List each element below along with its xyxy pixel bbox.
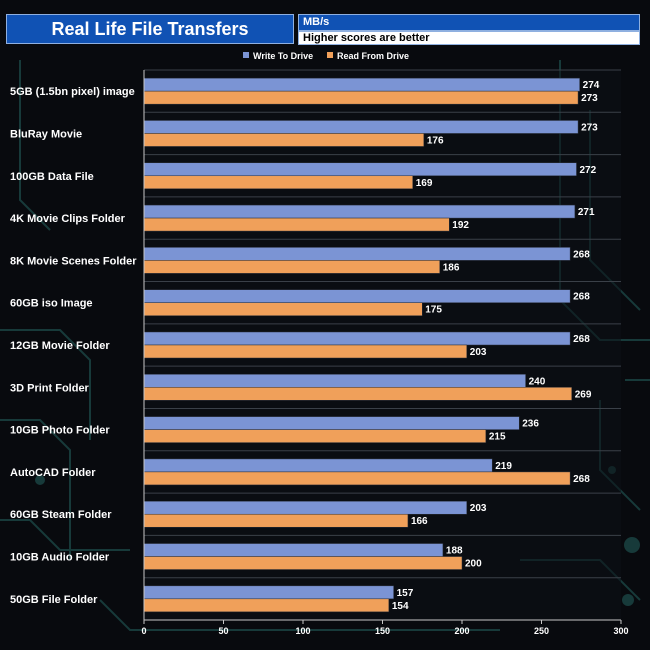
legend: Write To Drive Read From Drive (243, 51, 409, 61)
category-label: BluRay Movie (10, 128, 82, 140)
category-label: 60GB Steam Folder (10, 509, 112, 521)
write-bar (143, 77, 580, 92)
legend-swatch-read (327, 52, 333, 58)
write-bar (143, 120, 579, 134)
read-bar (143, 344, 468, 359)
category-label: 50GB File Folder (10, 594, 98, 606)
circuit-trace-1 (0, 419, 71, 560)
x-tick-label: 100 (295, 626, 310, 636)
write-bar (143, 416, 520, 430)
x-tick-label: 150 (375, 626, 390, 636)
read-value-label: 200 (465, 559, 482, 570)
category-label: 10GB Audio Folder (10, 552, 110, 564)
read-bar (143, 513, 409, 528)
circuit-trace-2 (19, 60, 51, 231)
category-label: 5GB (1.5bn pixel) image (10, 86, 135, 98)
read-value-label: 176 (427, 135, 444, 146)
circuit-trace-9 (99, 599, 500, 631)
category-label: AutoCAD Folder (10, 467, 96, 479)
circuit-trace-0 (0, 329, 91, 440)
chart-title-box: Real Life File Transfers (6, 14, 294, 44)
read-value-label: 175 (425, 305, 442, 316)
write-value-label: 268 (573, 334, 590, 345)
category-label: 10GB Photo Folder (10, 425, 110, 437)
write-value-label: 203 (470, 503, 487, 514)
read-bar (143, 556, 463, 570)
write-bar (143, 543, 444, 557)
write-bar (143, 585, 394, 600)
category-label: 60GB iso Image (10, 298, 93, 310)
circuit-trace-3 (0, 519, 130, 551)
read-bar (143, 260, 440, 274)
read-value-label: 169 (416, 178, 433, 189)
legend-label-write: Write To Drive (253, 51, 313, 61)
chart-title: Real Life File Transfers (51, 18, 249, 39)
unit-label: MB/s (298, 14, 640, 31)
circuit-node-0 (624, 537, 640, 553)
write-value-label: 240 (529, 376, 546, 387)
read-bar (143, 429, 487, 443)
write-bar (143, 374, 526, 388)
read-bar (143, 217, 450, 232)
subtitle-label: Higher scores are better (298, 31, 640, 45)
write-bar (143, 247, 571, 261)
write-bar (143, 289, 571, 303)
read-bar (143, 175, 413, 190)
x-tick-label: 200 (454, 626, 469, 636)
write-bar (143, 458, 493, 473)
legend-swatch-write (243, 52, 249, 58)
read-value-label: 203 (470, 347, 487, 358)
write-bar (143, 331, 571, 346)
read-bar (143, 302, 423, 316)
read-value-label: 186 (443, 262, 460, 273)
read-value-label: 192 (452, 220, 469, 231)
circuit-node-1 (622, 594, 634, 606)
category-label: 3D Print Folder (10, 382, 90, 394)
read-bar (143, 387, 572, 401)
write-value-label: 272 (579, 165, 596, 176)
x-tick-label: 300 (613, 626, 628, 636)
category-label: 100GB Data File (10, 171, 94, 183)
x-tick-label: 250 (534, 626, 549, 636)
write-value-label: 236 (522, 419, 539, 430)
category-label: 12GB Movie Folder (10, 340, 110, 352)
write-value-label: 157 (397, 588, 414, 599)
write-value-label: 271 (578, 207, 595, 218)
category-label: 8K Movie Scenes Folder (10, 255, 137, 267)
write-value-label: 273 (581, 122, 598, 133)
read-value-label: 154 (392, 601, 409, 612)
read-bar (143, 598, 390, 613)
read-value-label: 273 (581, 93, 598, 104)
write-bar (143, 500, 468, 515)
read-bar (143, 471, 571, 486)
read-value-label: 166 (411, 516, 428, 527)
write-value-label: 188 (446, 546, 463, 557)
x-tick-label: 50 (218, 626, 228, 636)
write-value-label: 268 (573, 292, 590, 303)
write-bar (143, 162, 577, 177)
read-value-label: 269 (575, 389, 592, 400)
x-tick-label: 0 (141, 626, 146, 636)
write-value-label: 268 (573, 249, 590, 260)
read-bar (143, 90, 579, 105)
write-value-label: 219 (495, 461, 512, 472)
read-value-label: 268 (573, 474, 590, 485)
category-label: 4K Movie Clips Folder (10, 213, 126, 225)
read-bar (143, 133, 425, 147)
write-value-label: 274 (583, 80, 600, 91)
circuit-node-3 (35, 475, 45, 485)
write-bar (143, 204, 576, 219)
legend-label-read: Read From Drive (337, 51, 409, 61)
category-labels: 5GB (1.5bn pixel) image BluRay Movie 100GB… (10, 86, 137, 606)
x-axis-ticks: 0 50 100 150 200 250 300 (141, 620, 629, 636)
read-value-label: 215 (489, 432, 506, 443)
